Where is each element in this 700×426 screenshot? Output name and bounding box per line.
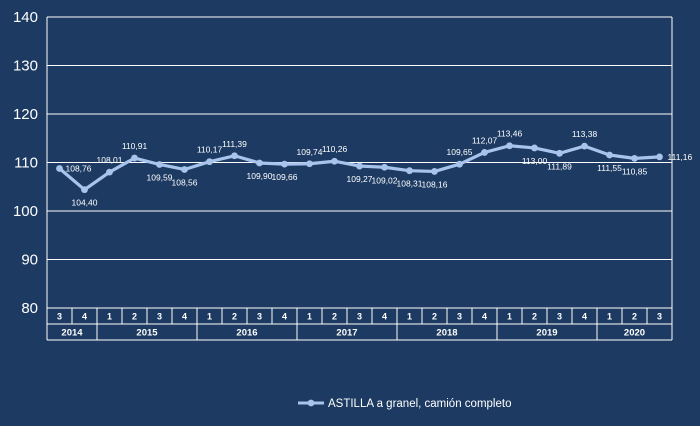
y-tick-label: 120: [13, 106, 38, 123]
data-point: [431, 168, 438, 175]
y-tick-label: 100: [13, 203, 38, 220]
data-label: 109,66: [272, 172, 298, 182]
x-tick-quarter: 1: [407, 312, 412, 322]
data-label: 109,65: [447, 147, 473, 157]
x-tick-quarter: 4: [382, 312, 387, 322]
data-point: [581, 142, 588, 150]
data-point: [156, 161, 163, 168]
y-tick-label: 130: [13, 58, 38, 75]
x-tick-year: 2020: [624, 328, 645, 339]
x-tick-quarter: 2: [132, 312, 137, 322]
data-point: [456, 160, 463, 168]
data-labels: 108,76 104,40 108,01 110,91 109,59 108,56 110,…: [66, 129, 693, 208]
data-point: [631, 154, 638, 162]
data-label: 109,02: [372, 175, 398, 185]
x-tick-quarter: 3: [457, 312, 462, 322]
x-tick-quarter: 3: [257, 312, 262, 322]
data-point: [481, 149, 488, 156]
x-tick-quarter: 2: [432, 312, 437, 322]
x-tick-year: 2014: [61, 328, 83, 339]
x-tick-year: 2015: [136, 328, 158, 339]
data-point: [81, 186, 88, 194]
x-tick-quarter: 3: [657, 312, 662, 322]
data-label: 104,40: [72, 198, 98, 208]
data-point: [106, 168, 113, 176]
data-point: [131, 154, 138, 162]
gridlines: [46, 16, 673, 341]
data-label: 109,59: [147, 172, 173, 182]
y-tick-label: 140: [13, 9, 38, 26]
x-tick-quarter: 1: [207, 312, 212, 322]
y-tick-label: 110: [14, 155, 38, 172]
x-tick-quarter: 4: [282, 312, 287, 322]
legend-label: ASTILLA a granel, camión completo: [328, 398, 511, 410]
x-tick-quarter: 1: [307, 312, 312, 322]
data-label: 110,17: [197, 145, 223, 155]
data-point: [506, 142, 513, 150]
data-label: 109,74: [297, 147, 323, 157]
x-tick-quarter: 3: [57, 312, 62, 322]
x-tick-quarter: 4: [182, 312, 187, 322]
x-tick-quarter: 3: [357, 312, 362, 322]
data-point: [181, 166, 188, 173]
data-label: 113,38: [572, 129, 598, 139]
x-tick-quarter: 2: [232, 312, 237, 322]
data-point: [656, 153, 663, 161]
data-label: 110,91: [122, 141, 148, 151]
data-label: 111,39: [222, 139, 247, 149]
data-point: [331, 157, 338, 165]
x-tick-year: 2016: [236, 328, 257, 339]
x-tick-quarter: 3: [157, 312, 162, 322]
x-tick-quarter: 1: [507, 312, 512, 322]
x-tick-quarter: 1: [607, 312, 612, 322]
x-tick-quarter: 2: [632, 312, 637, 322]
data-point: [256, 159, 263, 167]
data-label: 113,00: [522, 156, 548, 166]
data-label: 108,16: [422, 179, 448, 189]
data-label: 111,16: [668, 152, 693, 162]
y-tick-label: 90: [21, 252, 38, 269]
x-tick-year: 2019: [536, 328, 557, 339]
data-point: [406, 167, 413, 175]
data-point: [231, 152, 238, 160]
data-point: [56, 165, 63, 172]
x-tick-quarter: 4: [582, 312, 587, 322]
data-label: 110,85: [622, 166, 648, 176]
y-tick-label: 80: [21, 300, 38, 317]
data-point: [556, 149, 563, 157]
data-label: 109,90: [247, 171, 273, 181]
data-label: 112,07: [472, 135, 498, 145]
data-label: 111,55: [597, 163, 622, 173]
x-tick-quarter: 4: [82, 312, 87, 322]
data-label: 108,56: [172, 177, 198, 187]
x-tick-quarter: 4: [482, 312, 487, 322]
legend-point-marker: [307, 399, 315, 407]
data-point: [281, 160, 288, 168]
data-label: 108,31: [397, 179, 423, 189]
data-point: [206, 158, 213, 166]
data-point: [381, 163, 388, 171]
series-layer: [56, 142, 663, 194]
x-tick-quarter: 2: [332, 312, 337, 322]
data-label: 109,27: [347, 174, 373, 184]
data-point: [356, 162, 363, 170]
data-label: 110,26: [322, 144, 348, 154]
data-label: 111,89: [547, 161, 572, 171]
data-label: 113,46: [497, 129, 523, 139]
data-label: 108,01: [97, 155, 123, 165]
x-tick-quarter: 1: [107, 312, 112, 322]
data-point: [306, 160, 313, 168]
data-point: [531, 144, 538, 152]
x-tick-quarter: 3: [557, 312, 562, 322]
axes: 80 90 100 110 120 130 140 3 4 1 2 3 4 1 2 3 4 1 2 3 4 1 2 3 4 1 2 3…: [13, 9, 662, 339]
data-point: [606, 151, 613, 159]
x-tick-year: 2018: [436, 328, 457, 339]
legend: ASTILLA a granel, camión completo: [298, 398, 511, 410]
x-tick-quarter: 2: [532, 312, 537, 322]
x-tick-year: 2017: [336, 328, 357, 339]
data-label: 108,76: [66, 164, 92, 174]
